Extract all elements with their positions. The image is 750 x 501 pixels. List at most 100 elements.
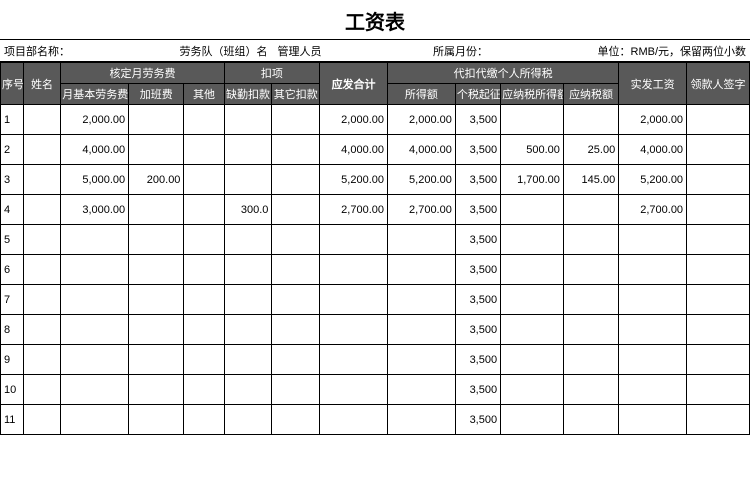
table-row: 53,500 xyxy=(1,225,750,255)
cell-tax xyxy=(563,315,618,345)
cell-idx: 2 xyxy=(1,135,24,165)
cell-ot xyxy=(129,225,184,255)
h-labor-group: 核定月劳务费 xyxy=(61,63,224,84)
table-row: 113,500 xyxy=(1,405,750,435)
cell-sign xyxy=(687,285,750,315)
cell-idx: 6 xyxy=(1,255,24,285)
cell-ot xyxy=(129,405,184,435)
cell-net xyxy=(619,405,687,435)
cell-ot xyxy=(129,105,184,135)
cell-inc xyxy=(388,225,456,255)
cell-net xyxy=(619,345,687,375)
cell-tax xyxy=(563,225,618,255)
cell-base: 2,000.00 xyxy=(61,105,129,135)
cell-tax xyxy=(563,105,618,135)
cell-ot: 200.00 xyxy=(129,165,184,195)
cell-thr: 3,500 xyxy=(455,285,500,315)
table-row: 83,500 xyxy=(1,315,750,345)
h-income: 所得额 xyxy=(388,84,456,105)
cell-sign xyxy=(687,165,750,195)
team-value: 管理人员 xyxy=(272,43,328,59)
cell-sign xyxy=(687,315,750,345)
cell-oded xyxy=(272,225,320,255)
page-title: 工资表 xyxy=(0,0,750,40)
cell-tax xyxy=(563,195,618,225)
table-row: 24,000.004,000.004,000.003,500500.0025.0… xyxy=(1,135,750,165)
cell-other xyxy=(184,375,224,405)
cell-net xyxy=(619,255,687,285)
cell-ot xyxy=(129,255,184,285)
cell-tax xyxy=(563,255,618,285)
cell-abs xyxy=(224,225,272,255)
cell-idx: 1 xyxy=(1,105,24,135)
cell-due xyxy=(320,255,388,285)
cell-due: 2,700.00 xyxy=(320,195,388,225)
cell-due: 5,200.00 xyxy=(320,165,388,195)
h-tax-group: 代扣代缴个人所得税 xyxy=(388,63,619,84)
cell-other xyxy=(184,135,224,165)
cell-thr: 3,500 xyxy=(455,165,500,195)
cell-tax xyxy=(563,285,618,315)
cell-net xyxy=(619,375,687,405)
cell-other xyxy=(184,195,224,225)
cell-tax xyxy=(563,375,618,405)
cell-sign xyxy=(687,135,750,165)
cell-thr: 3,500 xyxy=(455,375,500,405)
cell-txa xyxy=(501,375,564,405)
cell-other xyxy=(184,345,224,375)
cell-inc xyxy=(388,345,456,375)
cell-inc xyxy=(388,315,456,345)
cell-oded xyxy=(272,255,320,285)
cell-oded xyxy=(272,405,320,435)
cell-base: 3,000.00 xyxy=(61,195,129,225)
cell-name xyxy=(23,225,61,255)
cell-oded xyxy=(272,285,320,315)
cell-txa xyxy=(501,345,564,375)
cell-other xyxy=(184,105,224,135)
cell-sign xyxy=(687,375,750,405)
cell-txa xyxy=(501,315,564,345)
cell-name xyxy=(23,255,61,285)
cell-tax: 25.00 xyxy=(563,135,618,165)
h-due: 应发合计 xyxy=(320,63,388,105)
h-tax: 应纳税额 xyxy=(563,84,618,105)
table-row: 103,500 xyxy=(1,375,750,405)
cell-inc xyxy=(388,375,456,405)
project-label: 项目部名称： xyxy=(0,43,74,59)
cell-idx: 5 xyxy=(1,225,24,255)
cell-tax: 145.00 xyxy=(563,165,618,195)
cell-idx: 3 xyxy=(1,165,24,195)
cell-oded xyxy=(272,105,320,135)
cell-due xyxy=(320,345,388,375)
month-label: 所属月份： xyxy=(429,43,492,59)
cell-due xyxy=(320,315,388,345)
cell-ot xyxy=(129,345,184,375)
h-taxable: 应纳税所得额 xyxy=(501,84,564,105)
cell-thr: 3,500 xyxy=(455,195,500,225)
cell-idx: 9 xyxy=(1,345,24,375)
cell-sign xyxy=(687,345,750,375)
cell-due: 2,000.00 xyxy=(320,105,388,135)
cell-inc: 2,700.00 xyxy=(388,195,456,225)
cell-name xyxy=(23,135,61,165)
cell-name xyxy=(23,315,61,345)
salary-table: 序号 姓名 核定月劳务费 扣项 应发合计 代扣代缴个人所得税 实发工资 领款人签… xyxy=(0,62,750,435)
h-deduct-group: 扣项 xyxy=(224,63,320,84)
cell-base xyxy=(61,285,129,315)
h-sign: 领款人签字 xyxy=(687,63,750,105)
cell-inc xyxy=(388,285,456,315)
cell-base: 4,000.00 xyxy=(61,135,129,165)
team-label: 劳务队（班组）名 xyxy=(176,43,272,59)
h-net: 实发工资 xyxy=(619,63,687,105)
cell-base xyxy=(61,405,129,435)
cell-inc xyxy=(388,405,456,435)
cell-net xyxy=(619,225,687,255)
table-row: 63,500 xyxy=(1,255,750,285)
cell-due xyxy=(320,375,388,405)
cell-txa xyxy=(501,195,564,225)
cell-other xyxy=(184,225,224,255)
cell-other xyxy=(184,315,224,345)
cell-base xyxy=(61,255,129,285)
cell-base: 5,000.00 xyxy=(61,165,129,195)
table-row: 12,000.002,000.002,000.003,5002,000.00 xyxy=(1,105,750,135)
